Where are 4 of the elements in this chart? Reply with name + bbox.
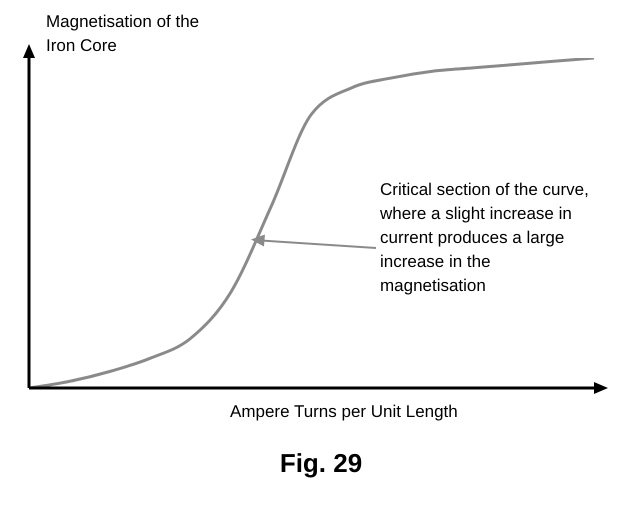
y-axis-title: Magnetisation of the Iron Core: [46, 11, 200, 57]
text: Fig. 29: [278, 448, 364, 479]
x-axis-title: Ampere Turns per Unit Length: [230, 402, 458, 422]
annotation: Critical section of the curve, where a slight increase in current produces a large increase in the magnetisation: [380, 179, 590, 297]
